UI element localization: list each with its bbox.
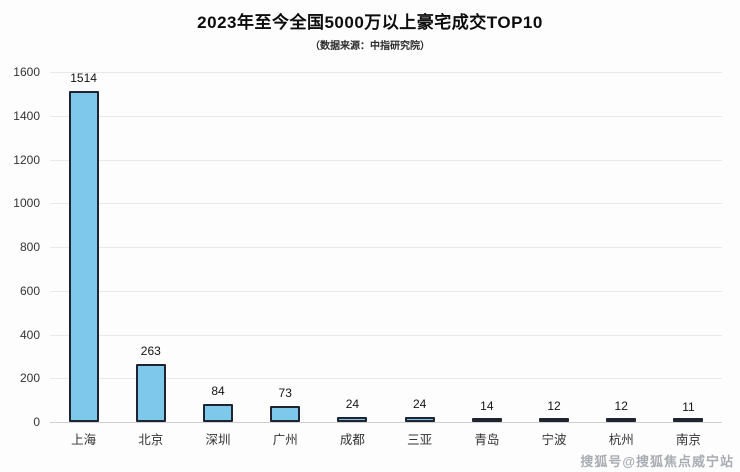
bar xyxy=(471,418,502,422)
bar-value-label: 263 xyxy=(140,344,161,359)
bars-container: 1514 上海 263 北京 84 深圳 73 广州 24 成都 24 三亚 14 青岛 12 宁波 12 杭州 1… xyxy=(50,70,722,447)
bar xyxy=(673,418,704,422)
bar-column: 12 宁波 xyxy=(520,72,587,447)
y-tick-label: 200 xyxy=(19,371,40,386)
y-axis-labels: 0 200 400 600 800 1000 1200 1400 1600 xyxy=(0,65,44,429)
bar-column: 24 三亚 xyxy=(386,72,453,447)
gridline xyxy=(50,290,722,292)
bar-column: 84 深圳 xyxy=(184,72,251,447)
y-tick-label: 400 xyxy=(19,327,40,342)
x-axis-label: 深圳 xyxy=(205,433,231,447)
bar xyxy=(337,416,368,422)
bar-value-label: 73 xyxy=(278,386,292,401)
bar-column: 24 成都 xyxy=(319,72,386,447)
x-axis-label: 南京 xyxy=(675,433,701,447)
watermark: 搜狐号@搜狐焦点威宁站 xyxy=(580,454,734,469)
plot-area: 1514 上海 263 北京 84 深圳 73 广州 24 成都 24 三亚 14 青岛 12 宁波 12 杭州 1… xyxy=(50,70,722,447)
chart-subtitle: （数据来源：中指研究院） xyxy=(310,41,430,52)
bar-value-label: 1514 xyxy=(70,70,97,85)
gridline xyxy=(50,159,722,161)
gridline xyxy=(50,115,722,117)
bar xyxy=(270,406,301,422)
bar xyxy=(606,418,637,422)
bar xyxy=(404,416,435,422)
y-tick-label: 1200 xyxy=(13,152,40,167)
x-axis-label: 青岛 xyxy=(474,433,500,447)
bar-value-label: 12 xyxy=(547,399,561,414)
bar xyxy=(135,364,166,422)
gridline xyxy=(50,334,722,336)
bar xyxy=(68,90,99,422)
x-axis-label: 上海 xyxy=(71,433,97,447)
chart-title: 2023年至今全国5000万以上豪宅成交TOP10 xyxy=(197,13,543,32)
gridline xyxy=(50,203,722,205)
y-tick-label: 1600 xyxy=(13,65,40,79)
y-tick-label: 800 xyxy=(19,240,40,254)
bar-value-label: 24 xyxy=(412,396,427,411)
x-axis-label: 北京 xyxy=(138,433,164,447)
bar-column: 14 青岛 xyxy=(453,72,520,447)
y-tick-label: 0 xyxy=(33,415,40,429)
x-axis-label: 宁波 xyxy=(541,433,567,447)
y-tick-label: 600 xyxy=(19,283,40,298)
bar xyxy=(539,418,570,422)
gridline xyxy=(50,422,722,423)
bar xyxy=(203,403,233,422)
bar-column: 263 北京 xyxy=(117,72,184,447)
bar-column: 73 广州 xyxy=(252,72,319,447)
x-axis-label: 广州 xyxy=(272,433,298,447)
bar-value-label: 84 xyxy=(211,383,225,398)
y-tick-label: 1400 xyxy=(13,108,40,123)
bar-value-label: 14 xyxy=(480,398,494,413)
x-axis-label: 杭州 xyxy=(608,433,634,447)
gridline xyxy=(50,378,722,380)
bar-column: 11 南京 xyxy=(655,72,722,447)
gridline xyxy=(50,72,722,73)
bar-value-label: 24 xyxy=(345,396,360,411)
gridlines xyxy=(50,72,722,423)
x-axis-label: 成都 xyxy=(339,433,365,447)
gridline xyxy=(50,247,722,248)
bar-column: 1514 上海 xyxy=(50,70,117,447)
bar-column: 12 杭州 xyxy=(588,72,655,447)
x-axis-label: 三亚 xyxy=(407,433,433,447)
chart-header: 2023年至今全国5000万以上豪宅成交TOP10 （数据来源：中指研究院） xyxy=(0,8,740,52)
y-tick-label: 1000 xyxy=(13,196,40,211)
bar-value-label: 12 xyxy=(614,399,628,414)
bar-value-label: 11 xyxy=(682,399,695,414)
